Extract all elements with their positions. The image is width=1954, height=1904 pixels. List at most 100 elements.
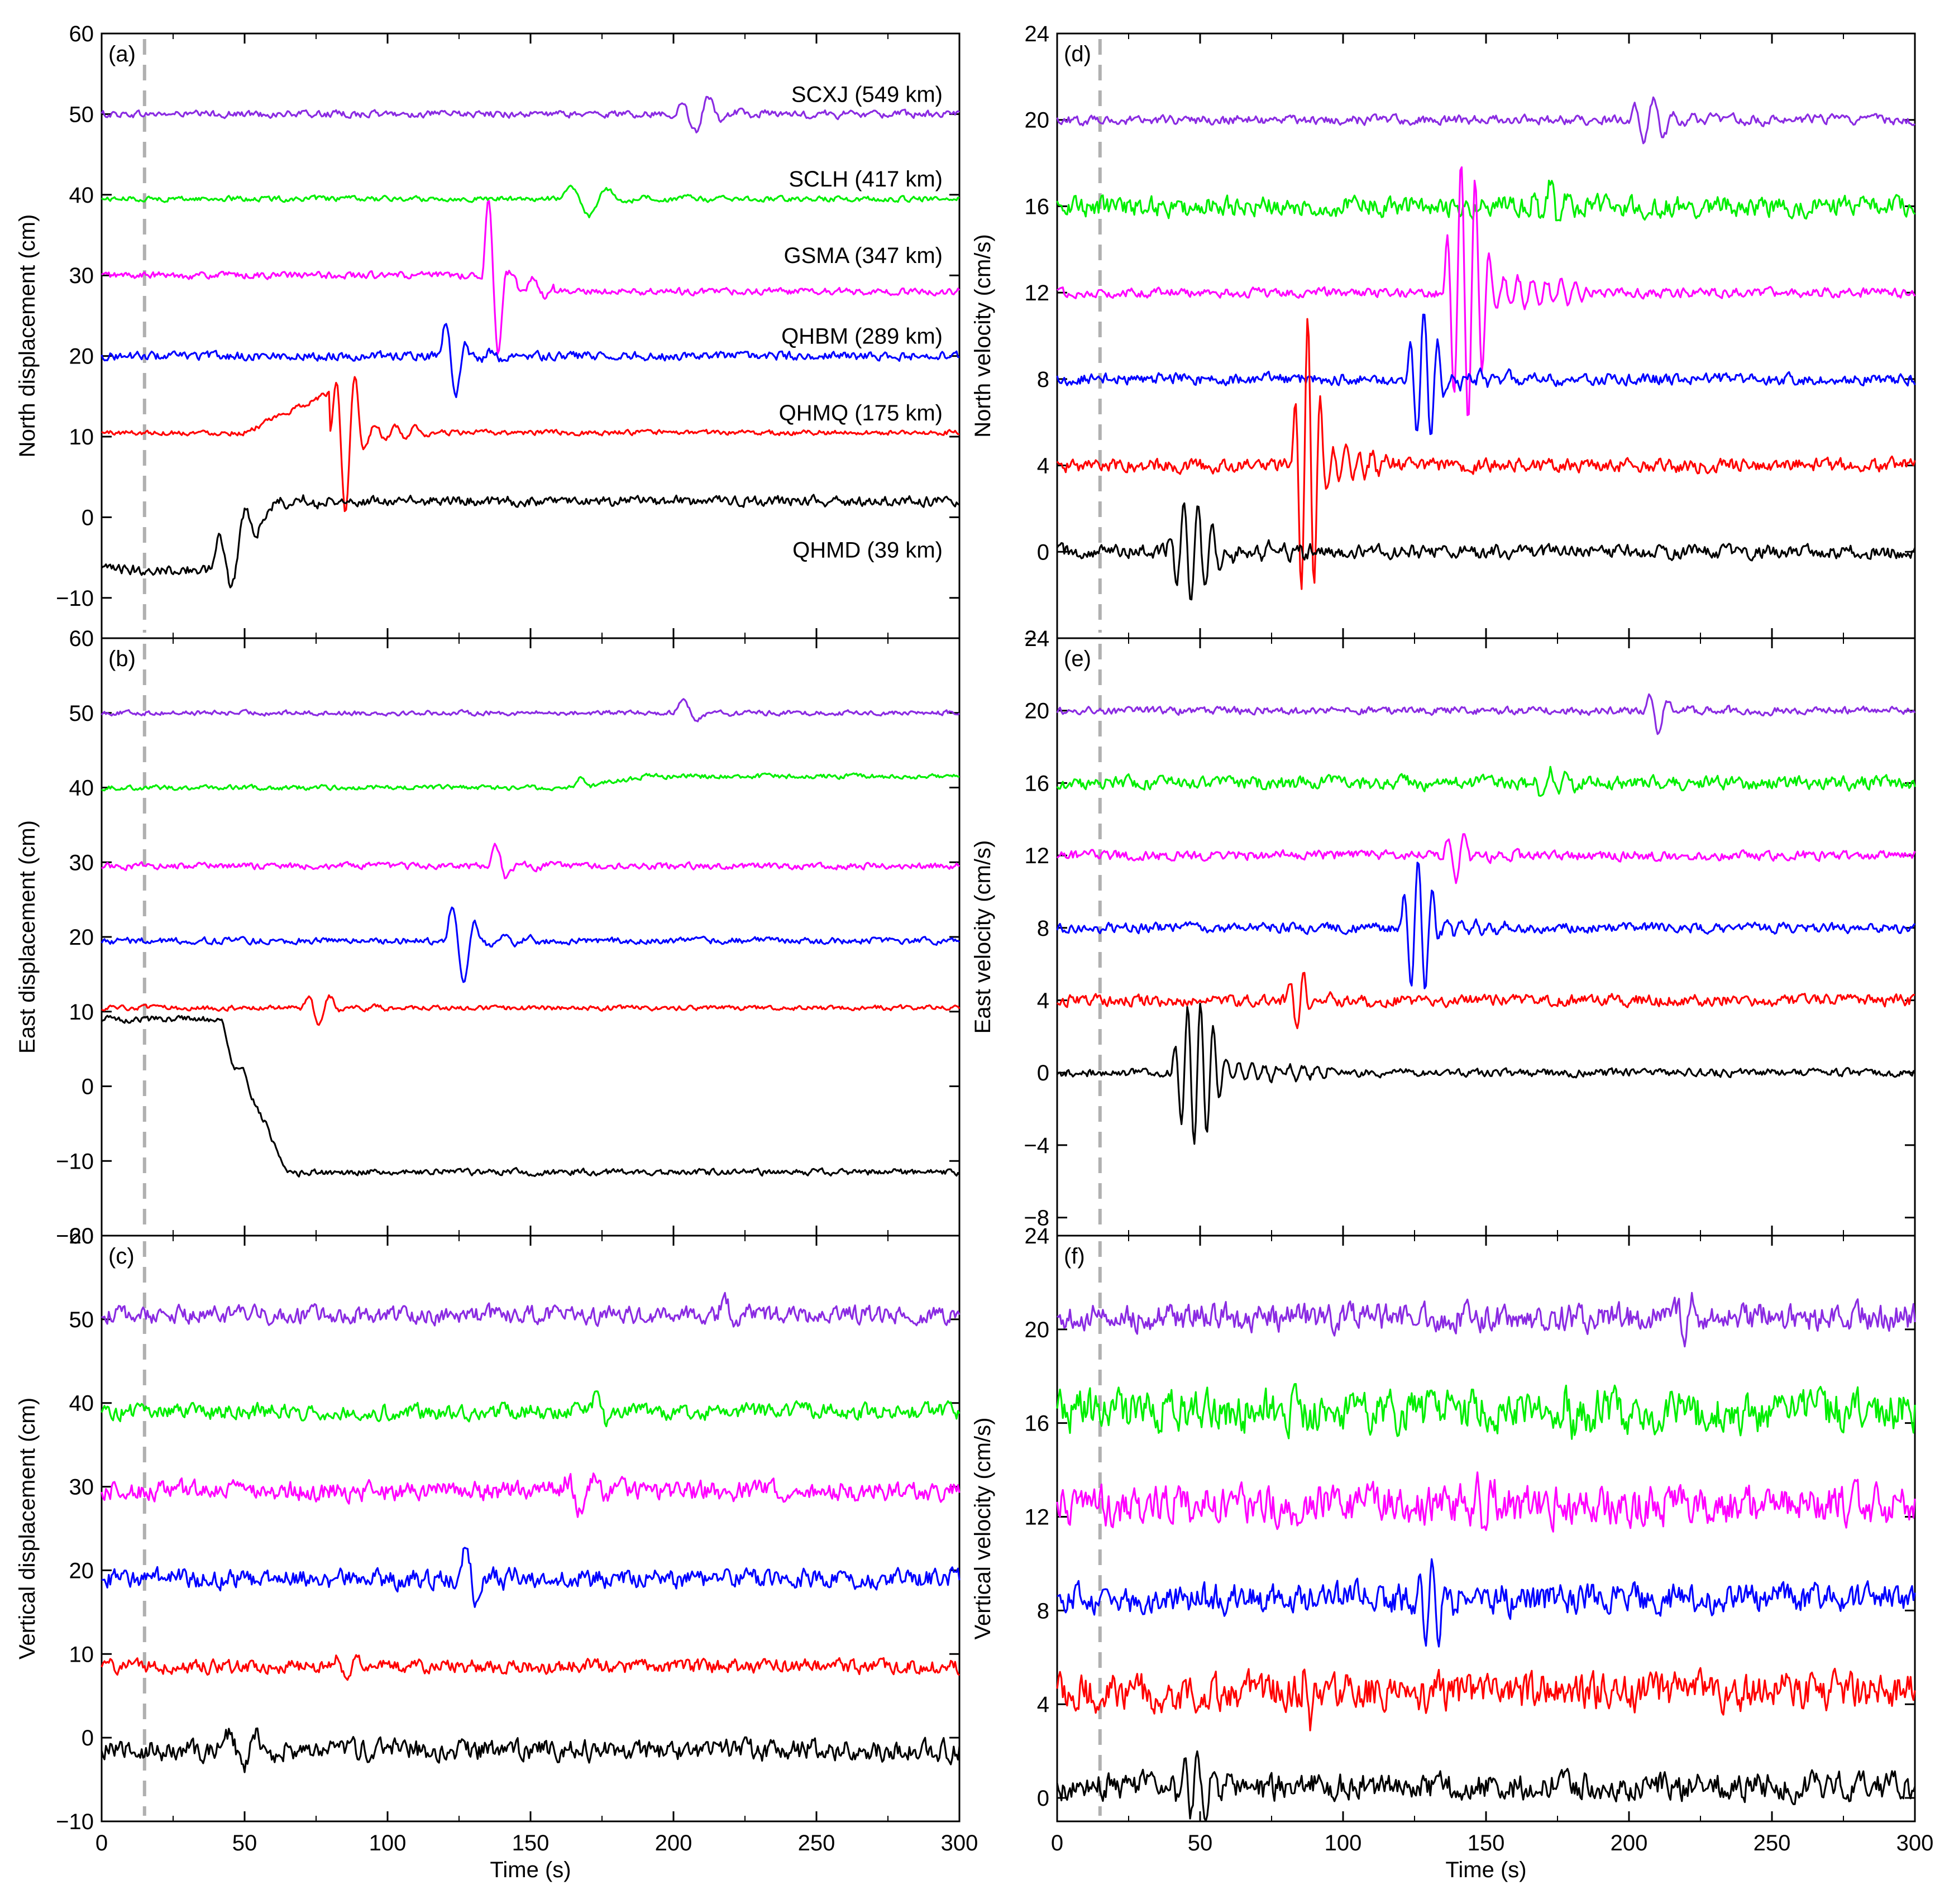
y-tick-label: −8 <box>1024 1206 1049 1231</box>
x-axis-label: Time (s) <box>490 1858 571 1882</box>
trace-line <box>1056 179 1916 222</box>
y-tick-label: 16 <box>1025 1412 1050 1436</box>
trace-line <box>1056 766 1916 797</box>
y-tick-label: 50 <box>69 701 94 726</box>
station-label: GSMA (347 km) <box>783 243 943 268</box>
station-label: SCLH (417 km) <box>789 167 943 192</box>
panel-a: −10 0 10 20 30 40 50 60 North displacement (cm) (… <box>15 22 961 639</box>
y-tick-label: 40 <box>69 183 94 208</box>
y-tick-label: −10 <box>56 1810 94 1834</box>
y-tick-label: 0 <box>82 1726 94 1750</box>
panel-d: −4 0 4 8 12 16 20 24 North velocity (cm/s) (d) <box>971 22 1916 651</box>
y-tick-label: 0 <box>82 1075 94 1099</box>
y-tick-label: 0 <box>1037 540 1049 564</box>
trace-line <box>101 843 961 879</box>
trace-line <box>1056 313 1916 436</box>
trace-line <box>101 906 961 983</box>
trace-line <box>1056 1667 1916 1731</box>
x-tick-label: 150 <box>1468 1831 1505 1855</box>
y-tick-label: 10 <box>69 425 94 449</box>
y-tick-label: 12 <box>1025 844 1050 868</box>
x-tick-label: 300 <box>941 1831 978 1855</box>
trace-line <box>101 1727 961 1773</box>
y-axis-label: North displacement (cm) <box>15 214 40 458</box>
plot-frame <box>101 637 961 1237</box>
x-tick-label: 200 <box>655 1831 692 1855</box>
x-tick-label: 250 <box>798 1831 835 1855</box>
trace-line <box>1056 1471 1916 1533</box>
y-tick-label: 20 <box>1025 1318 1050 1342</box>
panel-c: 0 50 100 150 200 250 300−100102030405060Vertic… <box>15 1224 978 1882</box>
trace-line <box>101 772 959 792</box>
x-tick-label: 100 <box>369 1831 407 1855</box>
y-tick-label: 20 <box>69 345 94 369</box>
panel-label: (b) <box>108 647 136 671</box>
station-label: QHMQ (175 km) <box>779 401 943 425</box>
y-tick-label: 0 <box>82 505 94 530</box>
panel-f: 0 50 100 150 200 250 300 0 4 8 12 16 20 24 Vertical ve… <box>971 1224 1933 1882</box>
y-tick-label: 20 <box>69 1558 94 1583</box>
station-label: QHMD (39 km) <box>792 538 943 562</box>
station-label: QHBM (289 km) <box>781 324 943 349</box>
y-tick-label: −10 <box>56 1149 94 1174</box>
y-tick-label: −4 <box>1024 1133 1049 1158</box>
trace-line <box>101 1547 961 1608</box>
trace-line <box>1056 862 1916 989</box>
y-tick-label: 20 <box>1025 108 1050 133</box>
y-tick-label: 8 <box>1037 916 1049 941</box>
y-tick-label: 24 <box>1025 1224 1050 1248</box>
x-tick-label: 200 <box>1611 1831 1648 1855</box>
trace-line <box>101 1390 961 1428</box>
y-tick-label: 16 <box>1025 194 1050 219</box>
y-tick-label: 60 <box>69 1224 94 1248</box>
y-tick-label: 30 <box>69 264 94 288</box>
trace-line <box>101 200 961 355</box>
y-tick-label: −10 <box>56 586 94 611</box>
y-tick-label: 16 <box>1025 771 1050 796</box>
y-axis-label: Vertical velocity (cm/s) <box>971 1418 995 1640</box>
y-tick-label: 50 <box>69 102 94 127</box>
y-tick-label: 10 <box>69 1642 94 1667</box>
y-tick-label: 10 <box>69 1000 94 1025</box>
y-tick-label: 30 <box>69 850 94 875</box>
y-tick-label: 4 <box>1037 454 1049 479</box>
trace-line <box>101 376 959 513</box>
trace-line <box>101 1654 961 1681</box>
trace-line <box>1056 318 1916 590</box>
y-tick-label: 12 <box>1025 1505 1050 1530</box>
panel-label: (a) <box>108 42 136 66</box>
x-tick-label: 50 <box>232 1831 257 1855</box>
y-axis-label: East velocity (cm/s) <box>971 840 995 1034</box>
y-tick-label: 0 <box>1037 1786 1049 1811</box>
x-tick-label: 100 <box>1325 1831 1362 1855</box>
trace-line <box>1057 166 1916 417</box>
y-tick-label: 8 <box>1037 367 1049 392</box>
y-axis-label: North velocity (cm/s) <box>971 234 995 438</box>
y-tick-label: 24 <box>1025 626 1050 651</box>
trace-line <box>101 494 960 589</box>
y-tick-label: 20 <box>69 925 94 950</box>
y-axis-label: Vertical displacement (cm) <box>15 1398 40 1659</box>
trace-line <box>101 184 960 218</box>
trace-line <box>101 698 960 723</box>
x-tick-label: 0 <box>95 1831 108 1855</box>
trace-line <box>101 994 961 1026</box>
trace-line <box>101 323 960 398</box>
trace-line <box>101 1291 961 1328</box>
trace-line <box>1056 693 1916 735</box>
trace-line <box>101 1472 961 1518</box>
x-tick-label: 0 <box>1051 1831 1063 1855</box>
y-tick-label: 60 <box>69 22 94 46</box>
trace-line <box>1056 96 1916 145</box>
y-axis-label: East displacement (cm) <box>15 820 40 1054</box>
trace-line <box>1057 1558 1916 1648</box>
y-tick-label: 20 <box>1025 699 1050 724</box>
y-tick-label: 0 <box>1037 1061 1049 1085</box>
panel-e: −8 −4 0 4 8 12 16 20 24 East velocity (cm/s) (e) <box>971 626 1916 1237</box>
trace-line <box>101 95 960 133</box>
panel-label: (e) <box>1064 647 1091 671</box>
y-tick-label: 60 <box>69 626 94 651</box>
trace-line <box>1056 502 1916 601</box>
y-tick-label: 40 <box>69 776 94 801</box>
